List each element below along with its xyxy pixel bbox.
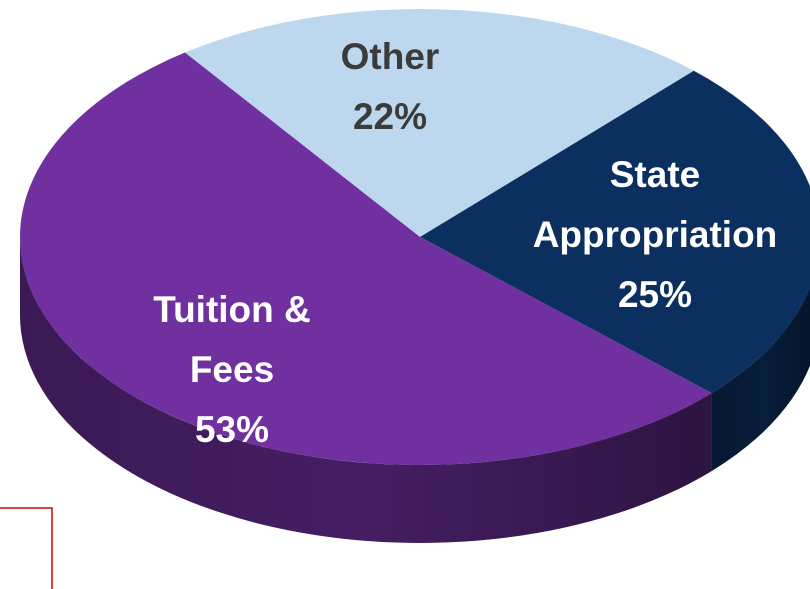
value-label: 25% — [617, 274, 693, 315]
slice-label: State Appropriation 25% — [505, 145, 805, 325]
red-frame-line — [0, 507, 53, 589]
slice-label: Tuition & Fees 53% — [132, 280, 332, 460]
slice-label: Other 22% — [280, 27, 500, 147]
category-label: State Appropriation — [532, 154, 778, 255]
pie-tops — [20, 9, 810, 465]
slice — [420, 70, 810, 394]
pie-sides — [19, 237, 810, 543]
value-label: 53% — [194, 409, 270, 450]
category-label: Tuition & Fees — [153, 289, 311, 390]
slice — [20, 52, 712, 465]
slice-side-shade — [711, 287, 810, 472]
category-label: Other — [340, 36, 440, 77]
value-label: 22% — [352, 96, 428, 137]
slice-side-shade — [19, 237, 712, 543]
slice — [184, 9, 694, 238]
